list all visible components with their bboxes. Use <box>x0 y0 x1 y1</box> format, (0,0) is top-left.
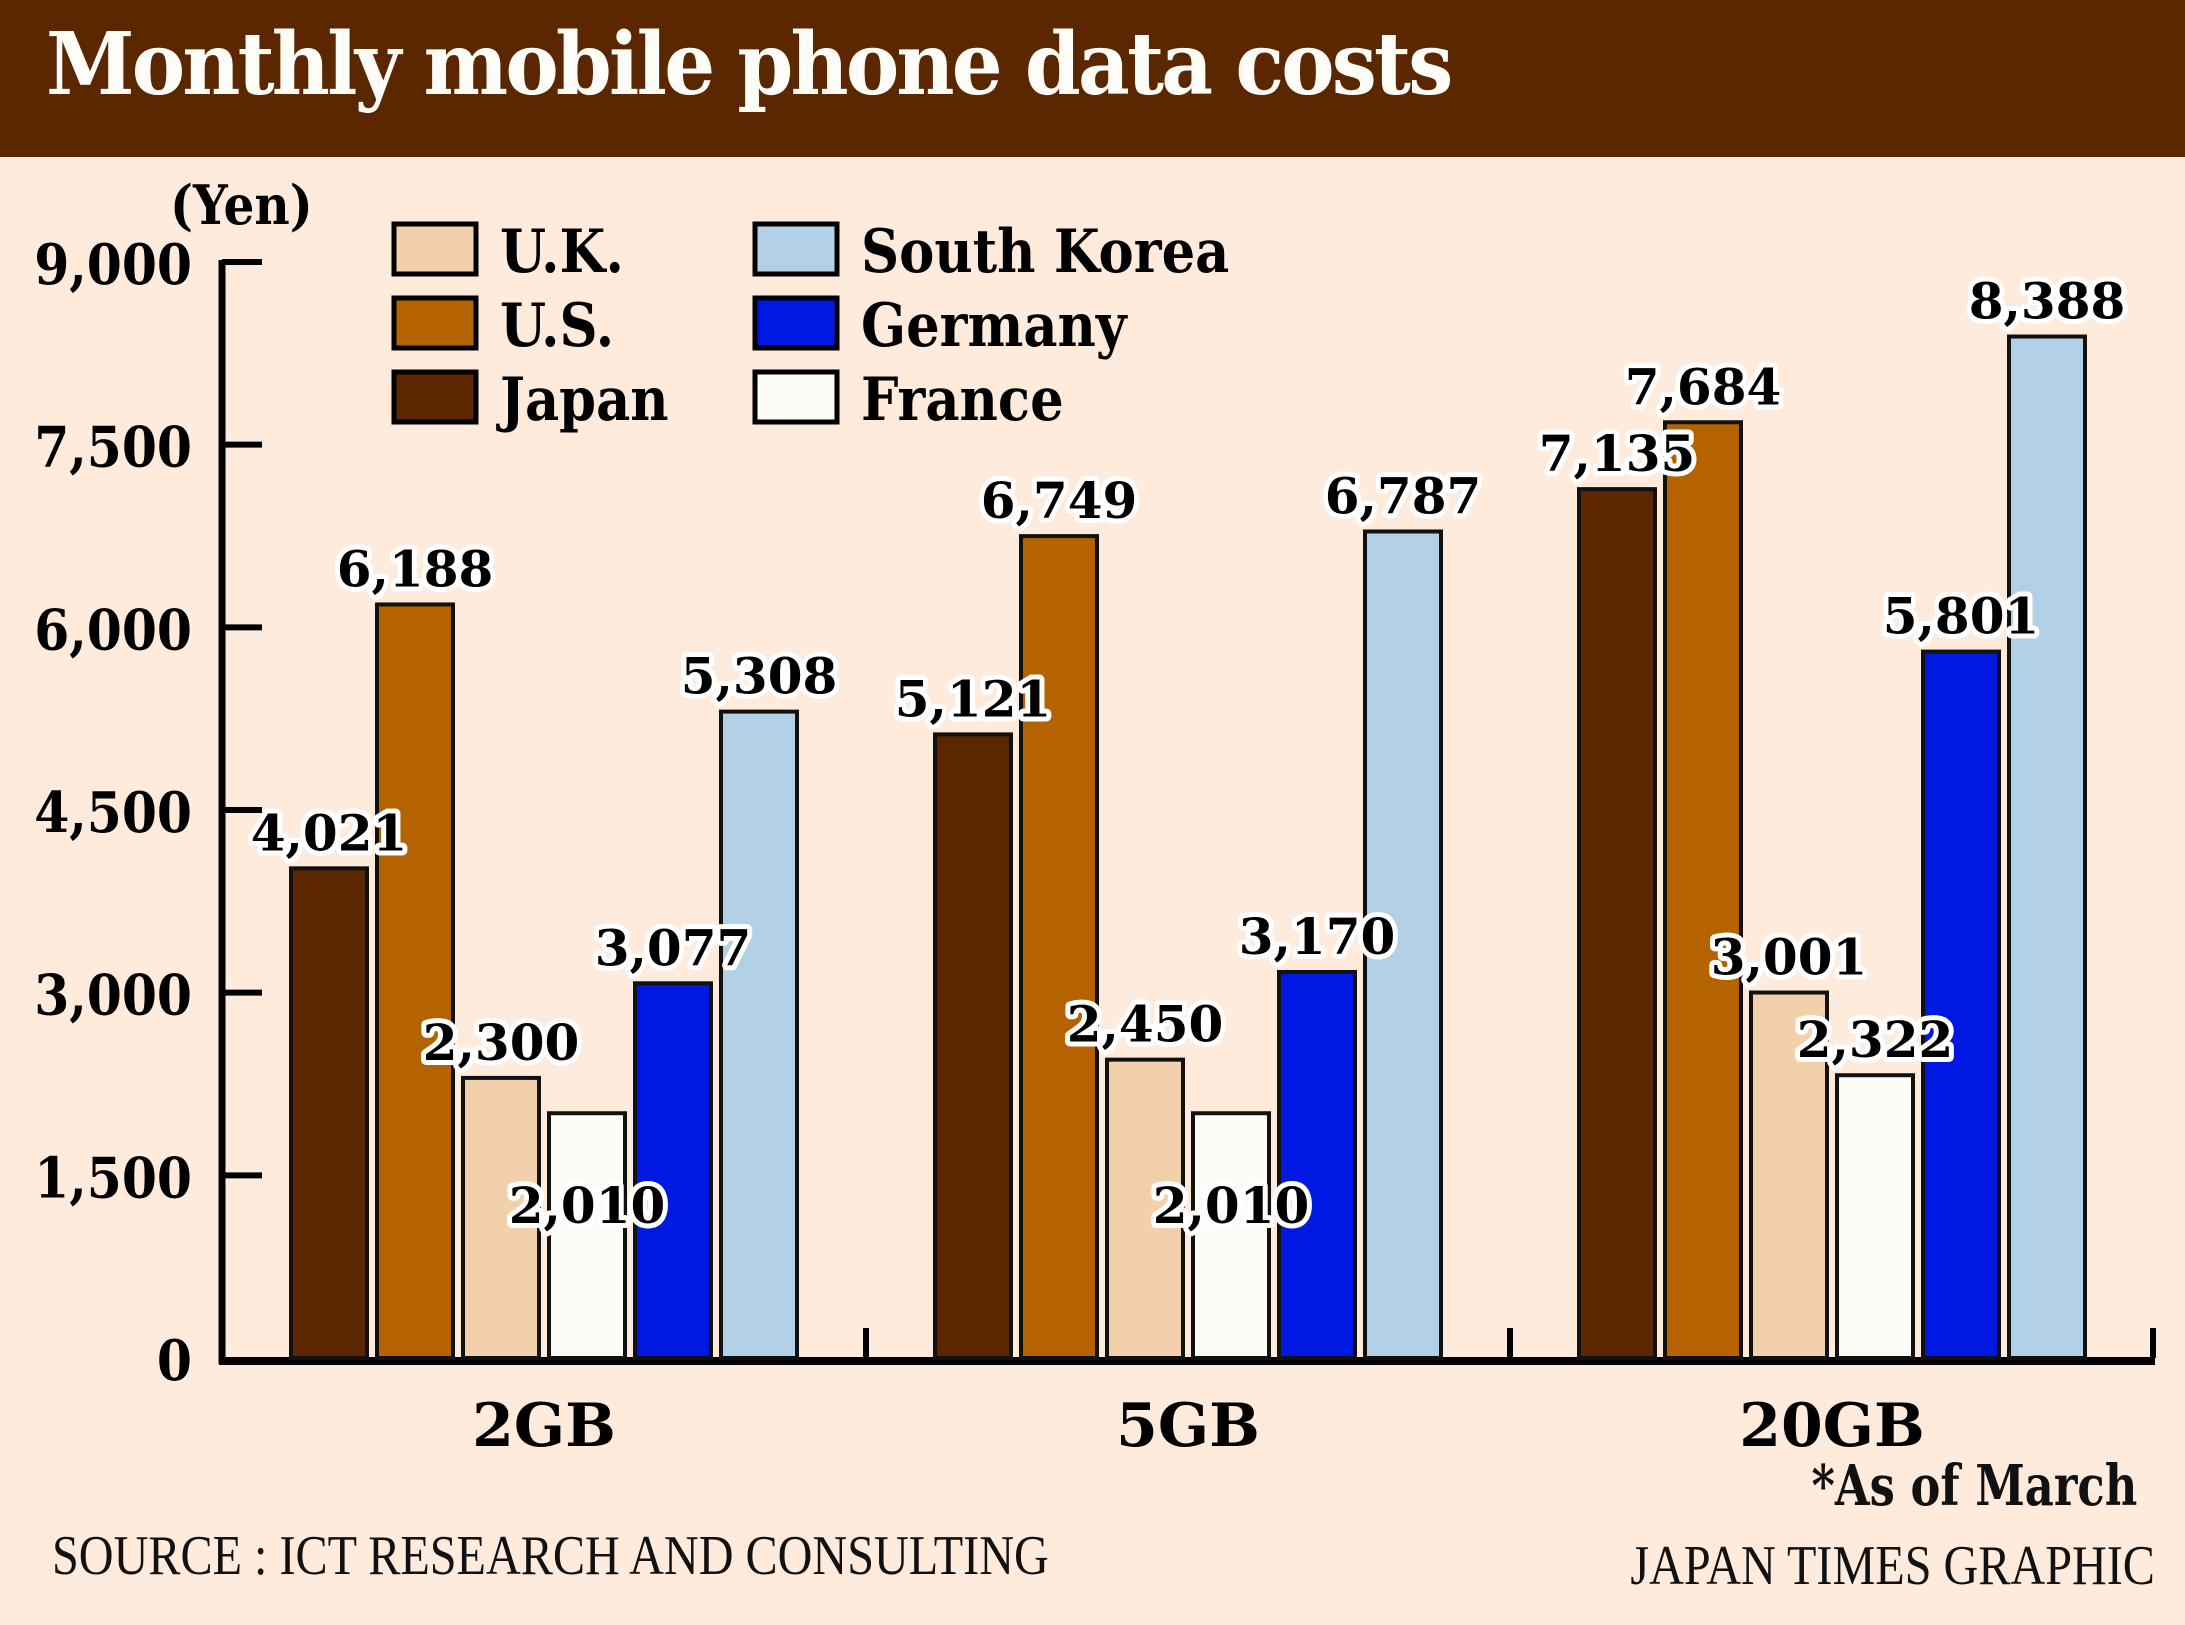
data-label: 2,010 <box>509 1176 666 1235</box>
y-tick-label: 7,500 <box>34 414 192 480</box>
legend-item: Japan <box>391 365 669 435</box>
legend-swatch <box>752 369 840 425</box>
bar-germany-5gb <box>1277 969 1357 1360</box>
bar-u-s--20gb <box>1663 420 1743 1360</box>
bar-germany-2gb <box>633 981 713 1361</box>
legend-label: South Korea <box>861 217 1229 287</box>
bar-france-2gb <box>547 1111 627 1361</box>
bar-u-s--5gb <box>1019 534 1099 1360</box>
data-label: 7,135 <box>1539 424 1696 483</box>
x-category-label: 5GB <box>1116 1391 1260 1461</box>
data-label: 6,787 <box>1325 466 1482 525</box>
data-label: 5,801 <box>1883 587 2040 646</box>
y-axis-unit-label: (Yen) <box>170 175 313 238</box>
data-label: 7,684 <box>1625 357 1782 416</box>
bar-france-5gb <box>1191 1111 1271 1361</box>
bar-japan-5gb <box>933 732 1013 1360</box>
axes: 0 1,500 3,000 4,500 6,000 7,500 9,000(Yen) 2GB 5… <box>34 175 2156 1461</box>
bar-u-k--5gb <box>1105 1057 1185 1360</box>
bar-u-k--20gb <box>1749 990 1829 1360</box>
data-labels: 4,021 5,121 7,135 6,188 6,749 7,684 2,300 2,450… <box>246 267 2131 1241</box>
data-label: 2,322 <box>1797 1010 1954 1069</box>
x-category-label: 20GB <box>1739 1391 1924 1461</box>
data-label: 4,021 <box>251 803 408 862</box>
bar-germany-20gb <box>1921 649 2001 1360</box>
data-label: 2,300 <box>423 1013 580 1072</box>
y-tick-label: 9,000 <box>34 231 192 297</box>
bar-south-korea-2gb <box>719 709 799 1360</box>
legend-swatch <box>391 369 479 425</box>
bar-u-k--2gb <box>461 1075 541 1361</box>
bar-u-s--2gb <box>375 602 455 1360</box>
data-label: 8,388 <box>1969 272 2126 331</box>
legend-item: France <box>752 365 1064 435</box>
data-label: 3,077 <box>595 918 752 977</box>
y-tick-label: 3,000 <box>34 962 192 1028</box>
legend-label: Japan <box>495 365 668 435</box>
footnote: *As of March <box>1811 1453 2137 1519</box>
data-label: 6,749 <box>981 471 1138 530</box>
data-label: 5,308 <box>681 647 838 706</box>
bars <box>289 334 2087 1361</box>
legend-item: U.K. <box>391 217 624 287</box>
legend-item: U.S. <box>391 291 614 361</box>
chart-title: Monthly mobile phone data costs <box>46 14 1453 115</box>
data-label: 5,121 <box>895 669 1052 728</box>
legend-label: U.K. <box>500 217 624 287</box>
bar-south-korea-5gb <box>1363 529 1443 1360</box>
y-tick-label: 0 <box>157 1327 192 1393</box>
y-tick-label: 4,500 <box>34 779 192 845</box>
legend-swatch <box>752 221 840 277</box>
legend-label: France <box>861 365 1064 435</box>
bar-japan-20gb <box>1577 487 1657 1361</box>
legend-label: Germany <box>861 291 1129 361</box>
data-label: 2,450 <box>1067 995 1224 1054</box>
graphic-credit: JAPAN TIMES GRAPHIC <box>1630 1535 2155 1597</box>
legend-label: U.S. <box>500 291 614 361</box>
data-label: 3,001 <box>1711 928 1868 987</box>
bar-france-20gb <box>1835 1073 1915 1361</box>
source-credit: SOURCE : ICT RESEARCH AND CONSULTING <box>52 1525 1049 1587</box>
x-category-label: 2GB <box>472 1391 616 1461</box>
legend-item: South Korea <box>752 217 1229 287</box>
legend-swatch <box>391 295 479 351</box>
bar-japan-2gb <box>289 866 369 1360</box>
y-tick-label: 6,000 <box>34 597 192 663</box>
legend-item: Germany <box>752 291 1129 361</box>
legend-swatch <box>391 221 479 277</box>
data-label: 2,010 <box>1153 1176 1310 1235</box>
bar-south-korea-20gb <box>2007 334 2087 1360</box>
data-label: 6,188 <box>337 539 494 598</box>
title-bar: Monthly mobile phone data costs <box>0 0 2185 157</box>
y-tick-label: 1,500 <box>34 1145 192 1211</box>
legend-swatch <box>752 295 840 351</box>
data-label: 3,170 <box>1239 907 1396 966</box>
